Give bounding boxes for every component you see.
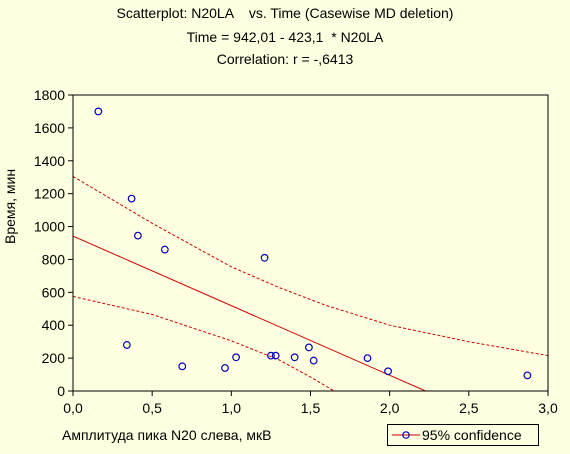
data-point (290, 353, 299, 362)
confidence-band-lower (72, 295, 335, 392)
y-tick-label: 800 (42, 251, 66, 267)
data-point (221, 364, 229, 372)
x-tick-label: 3,0 (538, 400, 558, 416)
confidence-band-upper (72, 175, 549, 357)
y-tick-label: 1600 (34, 120, 65, 136)
data-point (94, 107, 103, 116)
y-tick-label: 1200 (34, 186, 65, 202)
y-tick-label: 600 (42, 284, 66, 300)
x-tick-label: 1,0 (222, 400, 242, 416)
x-axis-label: Амплитуда пика N20 слева, мкВ (62, 427, 272, 443)
data-point (122, 341, 131, 349)
legend-label: 95% confidence (422, 427, 522, 443)
legend: 95% confidence (387, 424, 539, 446)
chart-title: Scatterplot: N20LA vs. Time (Casewise MD… (116, 5, 454, 21)
data-point (134, 231, 142, 240)
data-point (384, 367, 392, 376)
y-tick-label: 0 (57, 383, 65, 399)
data-point (305, 343, 313, 352)
data-point (178, 362, 187, 371)
data-point (127, 194, 136, 203)
data-point (260, 253, 269, 262)
x-tick-label: 0,0 (63, 400, 83, 416)
data-point (232, 353, 240, 362)
x-tick-label: 2,0 (380, 400, 400, 416)
y-tick-label: 1800 (34, 87, 65, 103)
x-tick-label: 0,5 (142, 400, 162, 416)
legend-symbol-icon (392, 431, 420, 439)
data-point (523, 371, 532, 380)
y-tick-label: 1400 (34, 153, 65, 169)
regression-equation: Time = 942,01 - 423,1 * N20LA (186, 29, 384, 45)
data-point (271, 351, 280, 360)
correlation-text: Correlation: r = -,6413 (216, 51, 354, 67)
regression-line (72, 235, 426, 392)
data-point (309, 356, 318, 365)
data-point (160, 245, 169, 254)
x-tick-label: 1,5 (301, 400, 321, 416)
y-axis-label: Время, мин (2, 168, 18, 244)
plot-frame (72, 94, 549, 392)
data-point (363, 354, 372, 363)
y-tick-label: 1000 (34, 219, 65, 235)
data-point (267, 351, 275, 360)
x-tick-label: 2,5 (459, 400, 479, 416)
y-tick-label: 400 (42, 317, 66, 333)
y-tick-label: 200 (42, 350, 66, 366)
